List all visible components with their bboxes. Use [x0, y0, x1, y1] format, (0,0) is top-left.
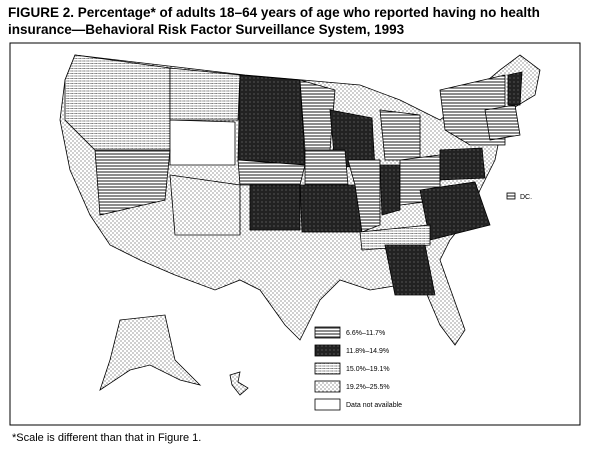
title-line: insurance—Behavioral Risk Factor Surveil…: [8, 22, 405, 37]
alaska-hawaii: [99, 314, 249, 396]
frame: [9, 42, 581, 426]
legend-swatch: [314, 344, 341, 357]
legend-swatch: [314, 362, 341, 375]
legend-label: 11.8%–14.9%: [346, 348, 389, 355]
footnote: *Scale is different than that in Figure …: [12, 432, 201, 444]
legend-label: 19.2%–25.5%: [346, 384, 390, 391]
us-map: [59, 54, 541, 346]
legend-label: 15.0%–19.1%: [346, 366, 390, 373]
legend-label: 6.6%–11.7%: [346, 330, 385, 337]
dc-label: DC.: [520, 194, 532, 201]
legend-swatch: [314, 326, 341, 339]
title-line: FIGURE 2. Percentage* of adults 18–64 ye…: [8, 5, 540, 20]
legend-swatch: [314, 398, 341, 411]
legend-label: Data not available: [346, 402, 402, 409]
legend-swatch: [314, 380, 341, 393]
dc-box: [506, 192, 516, 200]
legend: 6.6%–11.7% 11.8%–14.9% 15.0%–19.1% 19.2%–25…: [314, 326, 402, 411]
